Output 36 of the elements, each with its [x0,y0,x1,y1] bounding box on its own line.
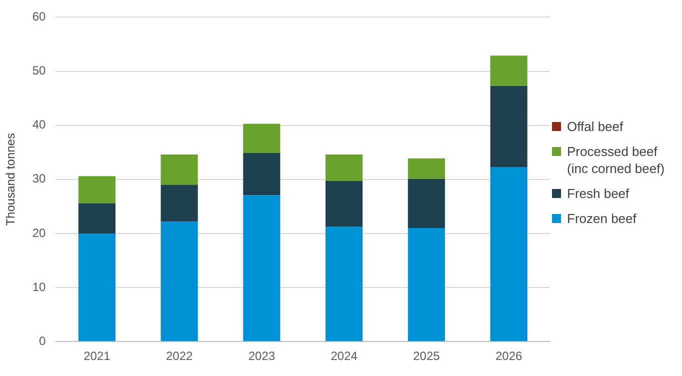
bar [160,154,198,185]
bar [243,152,280,196]
x-tick-label: 2021 [84,349,111,364]
bar [78,233,116,342]
y-tick-label: 50 [32,64,46,78]
bar [78,203,116,234]
bar [160,184,198,222]
bar [490,56,528,86]
x-tick-label: 2025 [413,349,440,364]
bar [326,181,363,226]
y-axis-title: Thousand tonnes [4,133,18,226]
bar [160,222,198,342]
legend-label: Processed beef (inc corned beef) [567,143,666,177]
y-tick-label: 0 [39,334,46,348]
legend-label: Offal beef [567,118,624,135]
y-tick-label: 60 [32,10,46,24]
bar [490,166,528,342]
bar [243,124,280,153]
x-tick-label: 2026 [495,349,522,364]
bar [326,154,363,182]
x-tick-label: 2022 [166,349,193,364]
bar [408,158,445,179]
y-tick-label: 20 [32,226,46,240]
x-tick-label: 2023 [248,349,276,364]
bar [78,176,116,204]
y-tick-label: 40 [32,118,46,132]
bar [408,178,445,228]
bar [490,86,528,167]
legend-label: Frozen beef [567,210,636,227]
legend-label: Fresh beef [567,185,630,202]
x-tick-label: 2024 [330,349,358,364]
y-tick-label: 30 [32,172,46,186]
y-tick-label: 10 [32,280,46,294]
bar [408,228,445,342]
bar [243,195,280,342]
bar [326,226,363,342]
